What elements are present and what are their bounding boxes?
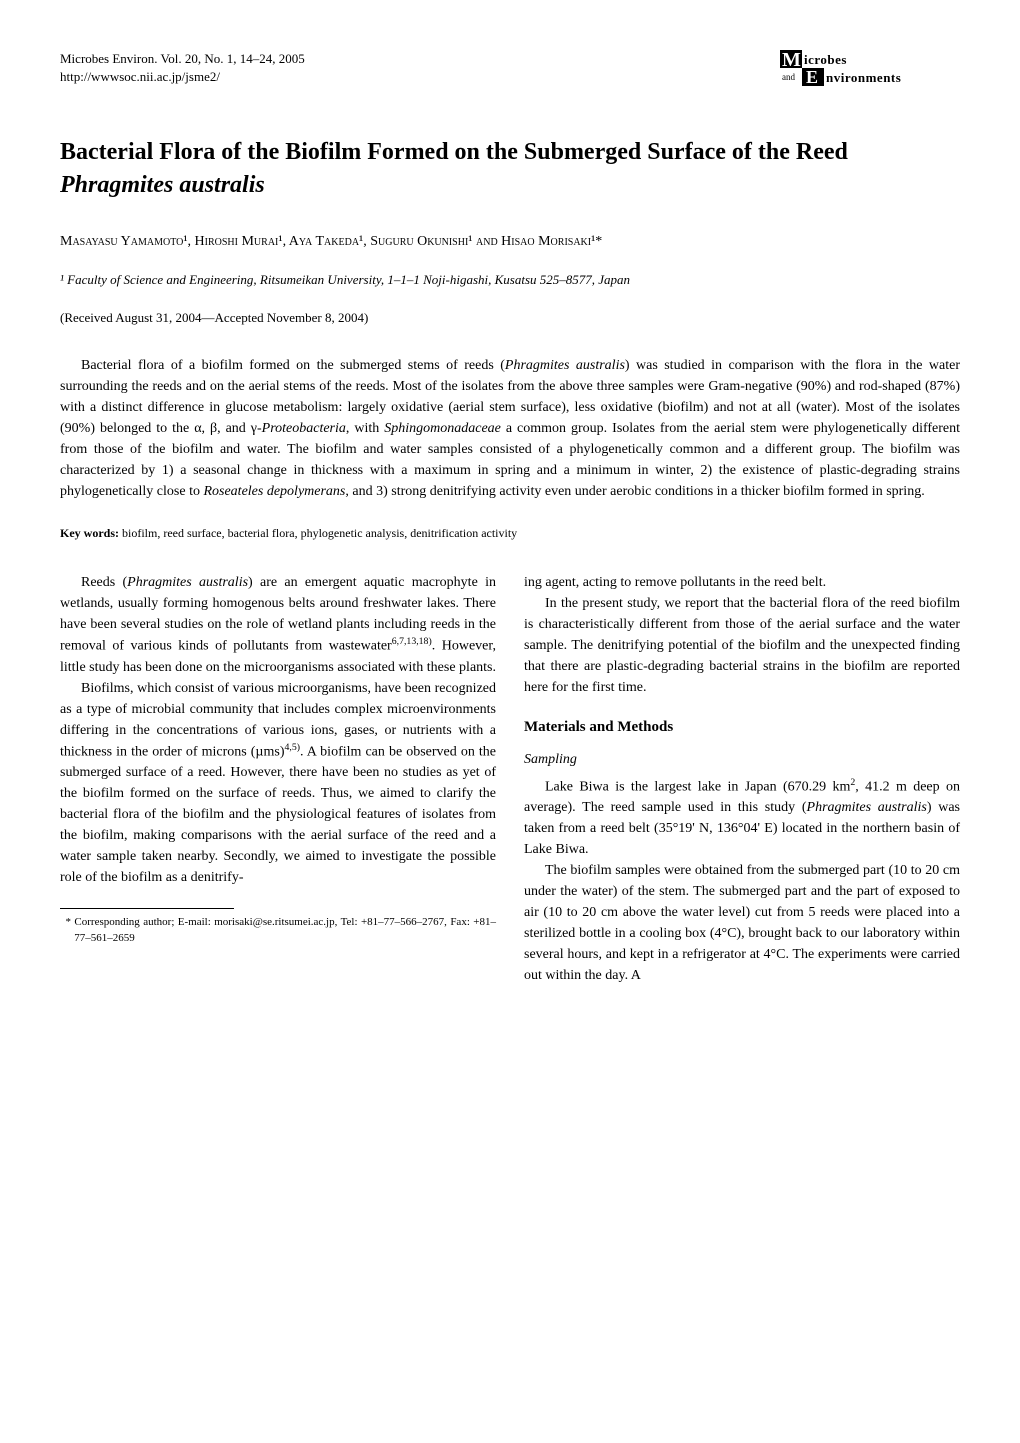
intro-para-1: Reeds (Phragmites australis) are an emer… [60,572,496,678]
logo-word-microbes: icrobes [804,52,847,67]
keywords-line: Key words: biofilm, reed surface, bacter… [60,524,960,542]
title-species: Phragmites australis [60,172,265,198]
section-materials-methods: Materials and Methods [524,716,960,739]
column-left: Reeds (Phragmites australis) are an emer… [60,572,496,986]
keywords-text: biofilm, reed surface, bacterial flora, … [119,526,517,540]
body-columns: Reeds (Phragmites australis) are an emer… [60,572,960,986]
journal-url: http://wwwsoc.nii.ac.jp/jsme2/ [60,68,305,86]
affiliation-line: ¹ Faculty of Science and Engineering, Ri… [60,270,960,290]
logo-letter-m: M [782,50,801,71]
intro-para-2: Biofilms, which consist of various micro… [60,678,496,889]
intro-para-3: In the present study, we report that the… [524,593,960,698]
sampling-para-2: The biofilm samples were obtained from t… [524,860,960,986]
journal-logo: M icrobes and E nvironments [780,50,960,86]
authors-line: Masayasu Yamamoto¹, Hiroshi Murai¹, Aya … [60,231,960,252]
sampling-para-1: Lake Biwa is the largest lake in Japan (… [524,776,960,861]
abstract-text: Bacterial flora of a biofilm formed on t… [60,355,960,502]
article-title: Bacterial Flora of the Biofilm Formed on… [60,136,960,201]
intro-para-2-cont: ing agent, acting to remove pollutants i… [524,572,960,593]
subsection-sampling: Sampling [524,749,960,770]
footnote-separator [60,908,234,909]
title-text-1: Bacterial Flora of the Biofilm Formed on… [60,139,848,165]
journal-info: Microbes Environ. Vol. 20, No. 1, 14–24,… [60,50,305,86]
header-row: Microbes Environ. Vol. 20, No. 1, 14–24,… [60,50,960,86]
keywords-label: Key words: [60,526,119,540]
column-right: ing agent, acting to remove pollutants i… [524,572,960,986]
journal-citation: Microbes Environ. Vol. 20, No. 1, 14–24,… [60,50,305,68]
logo-word-and: and [782,72,795,82]
received-line: (Received August 31, 2004—Accepted Novem… [60,308,960,328]
logo-word-environments: nvironments [826,70,901,85]
corresponding-footnote: * Corresponding author; E-mail: morisaki… [60,915,496,946]
logo-letter-e: E [806,67,818,86]
